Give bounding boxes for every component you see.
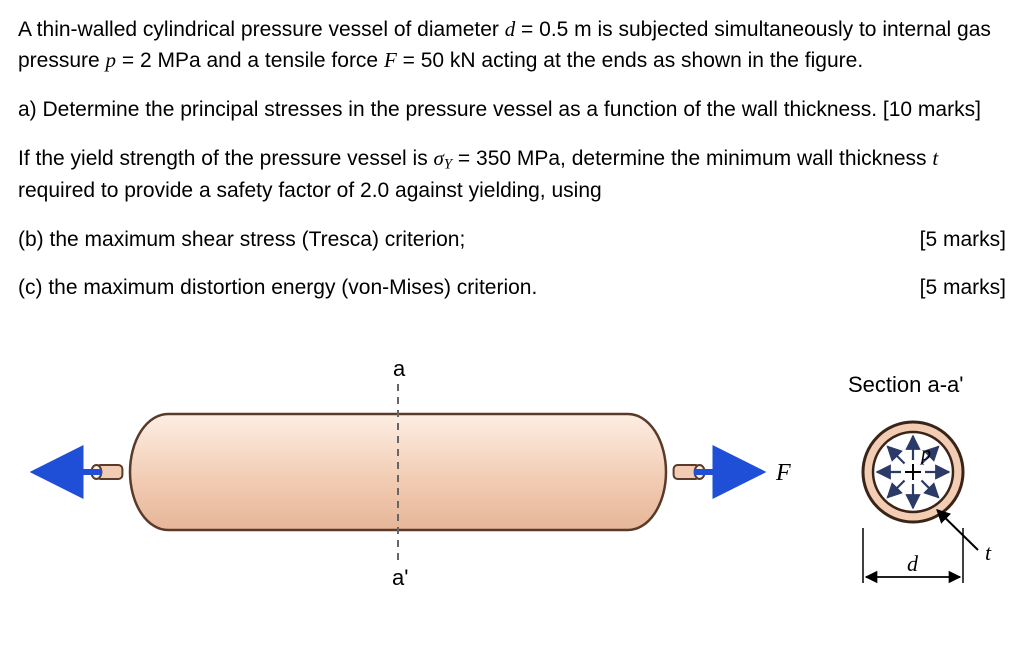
part-a-text: a) Determine the principal stresses in t…: [18, 95, 1006, 125]
svg-text:a': a': [392, 565, 408, 590]
svg-text:t: t: [985, 540, 992, 565]
svg-text:p: p: [919, 443, 931, 465]
part-c-row: (c) the maximum distortion energy (von-M…: [18, 273, 1006, 303]
part-b-text: (b) the maximum shear stress (Tresca) cr…: [18, 225, 465, 255]
intro-text: A thin-walled cylindrical pressure vesse…: [18, 14, 1006, 77]
part-c-text: (c) the maximum distortion energy (von-M…: [18, 273, 537, 303]
condition-text: If the yield strength of the pressure ve…: [18, 143, 1006, 206]
part-c-marks: [5 marks]: [896, 273, 1006, 303]
svg-text:d: d: [907, 551, 919, 576]
svg-text:Section a-a': Section a-a': [848, 372, 964, 397]
svg-text:a: a: [393, 356, 406, 381]
part-b-marks: [5 marks]: [896, 225, 1006, 255]
figure: FFaa'Section a-a'ptd: [18, 322, 1006, 622]
svg-text:F: F: [775, 460, 791, 486]
part-b-row: (b) the maximum shear stress (Tresca) cr…: [18, 225, 1006, 255]
